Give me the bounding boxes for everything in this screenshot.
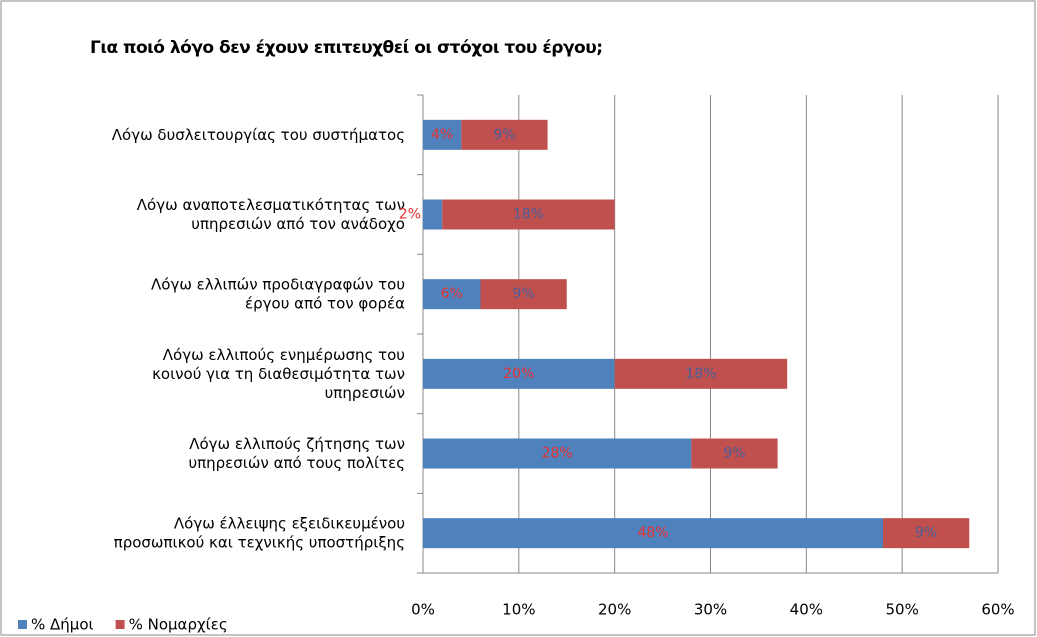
x-tick-label: 10% [502,601,535,619]
value-label: 9% [493,127,515,143]
x-tick-label: 30% [694,601,727,619]
value-label: 18% [513,207,544,223]
x-tick-label: 0% [411,601,435,619]
value-label: 28% [542,446,573,462]
bar [423,119,462,150]
value-label: 9% [723,446,745,462]
value-label: 4% [431,127,453,143]
bar [614,358,788,389]
y-tick-label: Λόγω ελλιπούς ενημέρωσης του κοινού για τ… [152,345,405,401]
bar [423,199,443,230]
value-label: 9% [915,525,937,541]
x-tick-label: 40% [790,601,823,619]
value-label: 9% [513,286,535,302]
bar [461,119,548,150]
bar [423,358,615,389]
y-tick-label: Λόγω δυσλειτουργίας του συστήματος [112,125,405,143]
bar [423,438,692,469]
value-label: 6% [441,286,463,302]
x-tick-label: 20% [598,601,631,619]
bar [480,279,567,310]
y-tick-label: Λόγω αναποτελεσματικότητας των υπηρεσιών … [137,196,405,233]
y-tick-label: Λόγω ελλιπών προδιαγραφών του έργου από τ… [151,275,405,312]
bar [442,199,615,230]
legend-label: % Δήμοι [31,616,94,634]
value-label: 20% [503,366,534,382]
x-tick-label: 50% [885,601,918,619]
value-label: 18% [685,366,716,382]
bar [423,279,481,310]
chart-title: Για ποιό λόγο δεν έχουν επιτευχθεί οι στ… [90,38,603,58]
y-tick-label: Λόγω ελλιπούς ζήτησης των υπηρεσιών από τ… [188,435,405,472]
value-label: 2% [399,207,421,223]
value-label: 48% [637,525,668,541]
legend-swatch [18,620,27,629]
bar [883,518,970,549]
legend-swatch [115,620,125,629]
bar [423,518,883,549]
y-tick-label: Λόγω έλλειψης εξειδικευμένου προσωπικού κ… [114,514,405,551]
x-tick-label: 60% [981,601,1014,619]
legend-label: % Νομαρχίες [129,616,228,634]
bar [691,438,778,469]
